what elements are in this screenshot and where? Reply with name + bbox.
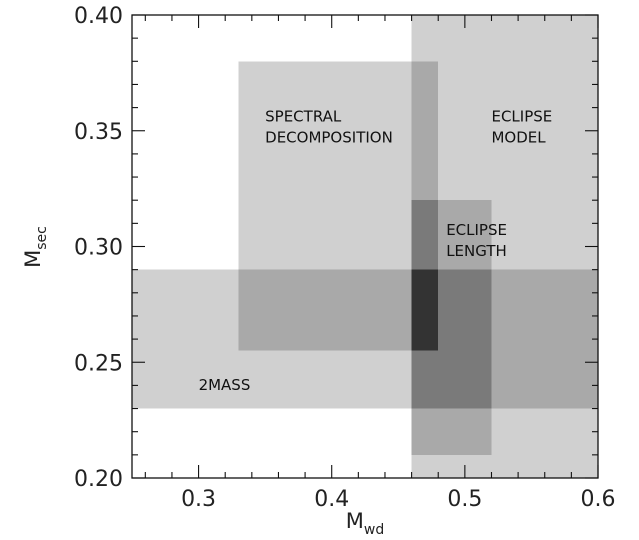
region-label-2mass: 2MASS: [199, 376, 251, 394]
overlap-cell-3: [412, 351, 439, 409]
overlap-cell-3: [412, 200, 439, 269]
overlap-cell-1: [239, 200, 412, 269]
y-axis-title: Msec: [21, 226, 50, 268]
y-tick-label: 0.30: [74, 236, 123, 261]
overlap-cell-4: [412, 270, 439, 351]
y-tick-label: 0.25: [74, 351, 123, 376]
x-tick-label: 0.5: [447, 487, 482, 512]
overlap-cell-2: [412, 409, 439, 455]
overlap-cell-2: [412, 61, 439, 200]
y-tick-label: 0.40: [74, 4, 123, 29]
overlap-cell-3: [438, 270, 491, 351]
x-axis-title: Mwd: [346, 509, 384, 538]
y-tick-label: 0.35: [74, 120, 123, 145]
y-tick-label: 0.20: [74, 467, 123, 492]
overlap-cell-1: [491, 15, 598, 61]
x-tick-label: 0.6: [581, 487, 616, 512]
overlap-cell-1: [412, 15, 439, 61]
x-tick-label: 0.3: [181, 487, 216, 512]
overlap-cell-2: [491, 270, 598, 351]
overlap-cell-2: [438, 409, 491, 455]
overlap-cell-1: [438, 61, 491, 200]
x-tick-label: 0.4: [314, 487, 349, 512]
overlap-cell-1: [239, 351, 412, 409]
overlap-regions: [132, 15, 598, 478]
overlap-cell-3: [438, 351, 491, 409]
overlap-cell-1: [412, 455, 439, 478]
overlap-cell-1: [132, 270, 239, 351]
overlap-cell-2: [239, 270, 412, 351]
overlap-cell-2: [491, 351, 598, 409]
overlap-cell-1: [491, 200, 598, 269]
overlap-cell-1: [491, 409, 598, 455]
